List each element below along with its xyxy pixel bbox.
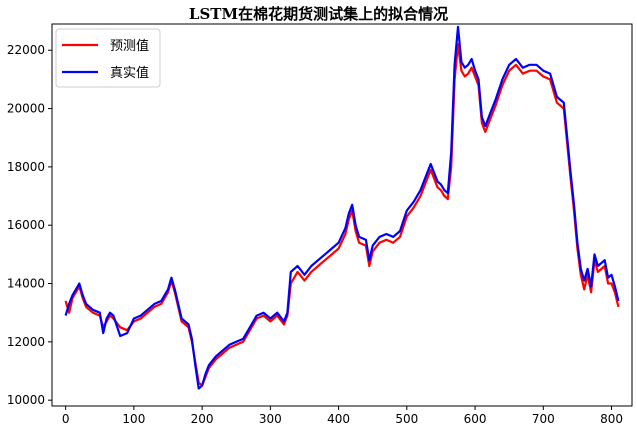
x-tick-label: 300 [259, 412, 282, 424]
series-line-predicted [64, 43, 620, 387]
y-tick-label: 12000 [7, 335, 45, 349]
x-tick-label: 200 [191, 412, 214, 424]
y-tick-label: 10000 [7, 393, 45, 407]
legend-label-predicted: 预测值 [110, 38, 149, 54]
y-tick-label: 14000 [7, 277, 45, 291]
y-tick-label: 16000 [7, 218, 45, 232]
x-axis-ticks: 0 100 200 300 400 500 600 700 800 [62, 406, 623, 424]
x-tick-label: 600 [464, 412, 487, 424]
x-tick-label: 400 [327, 412, 350, 424]
y-tick-label: 22000 [7, 43, 45, 57]
x-tick-label: 700 [532, 412, 555, 424]
legend-label-actual: 真实值 [110, 65, 149, 81]
x-tick-label: 500 [395, 412, 418, 424]
series-line-actual [64, 25, 620, 390]
x-tick-label: 0 [62, 412, 70, 424]
chart-title: LSTM在棉花期货测试集上的拟合情况 [188, 5, 449, 23]
legend: 预测值 真实值 [55, 28, 161, 88]
series-layer [64, 25, 620, 390]
y-tick-label: 20000 [7, 102, 45, 116]
plot-frame [51, 23, 633, 407]
y-axis-ticks: 10000 12000 14000 16000 18000 20000 22000 [7, 43, 52, 407]
x-tick-label: 100 [122, 412, 145, 424]
y-tick-label: 18000 [7, 160, 45, 174]
x-tick-label: 800 [600, 412, 623, 424]
